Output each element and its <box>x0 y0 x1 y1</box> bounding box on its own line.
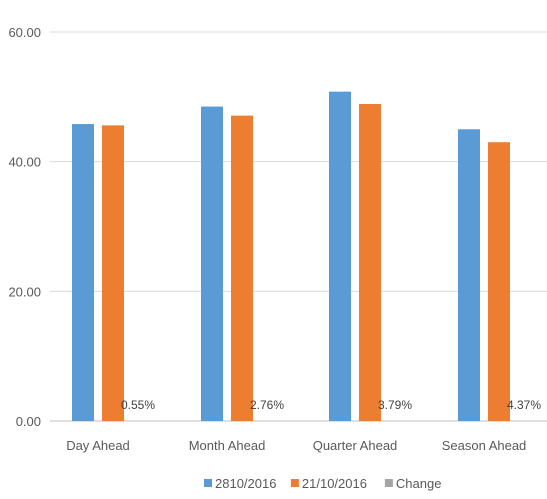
bar-series2 <box>359 103 381 421</box>
change-data-label: 4.37% <box>507 398 541 412</box>
bar-series2 <box>488 142 510 421</box>
y-tick-label: 20.00 <box>8 284 41 299</box>
bar-series2 <box>231 115 253 421</box>
bar-series1 <box>329 91 351 421</box>
y-tick-label: 60.00 <box>8 25 41 40</box>
legend-swatch <box>204 479 212 487</box>
data-labels: 0.55% 2.76% 3.79% 4.37% <box>121 398 541 412</box>
legend-swatch <box>290 479 299 487</box>
x-axis-categories: Day Ahead Month Ahead Quarter Ahead Season … <box>66 438 526 453</box>
legend-swatch <box>384 479 393 487</box>
y-tick-label: 0.00 <box>16 414 41 429</box>
bar-series1 <box>201 106 223 421</box>
bars <box>72 91 510 422</box>
change-data-label: 3.79% <box>378 398 412 412</box>
bar-series1 <box>458 129 480 421</box>
y-axis-ticks: 0.00 20.00 40.00 60.00 <box>8 25 41 429</box>
legend: 2810/2016 21/10/2016 Change <box>204 476 441 491</box>
bar-series1 <box>72 124 94 422</box>
x-category-label: Month Ahead <box>189 438 266 453</box>
bar-series2 <box>102 125 124 422</box>
change-data-label: 0.55% <box>121 398 155 412</box>
legend-label: 2810/2016 <box>215 476 276 491</box>
legend-label: Change <box>396 476 442 491</box>
x-category-label: Quarter Ahead <box>313 438 398 453</box>
y-tick-label: 40.00 <box>8 155 41 170</box>
x-category-label: Season Ahead <box>442 438 527 453</box>
legend-label: 21/10/2016 <box>302 476 367 491</box>
change-data-label: 2.76% <box>250 398 284 412</box>
x-category-label: Day Ahead <box>66 438 130 453</box>
